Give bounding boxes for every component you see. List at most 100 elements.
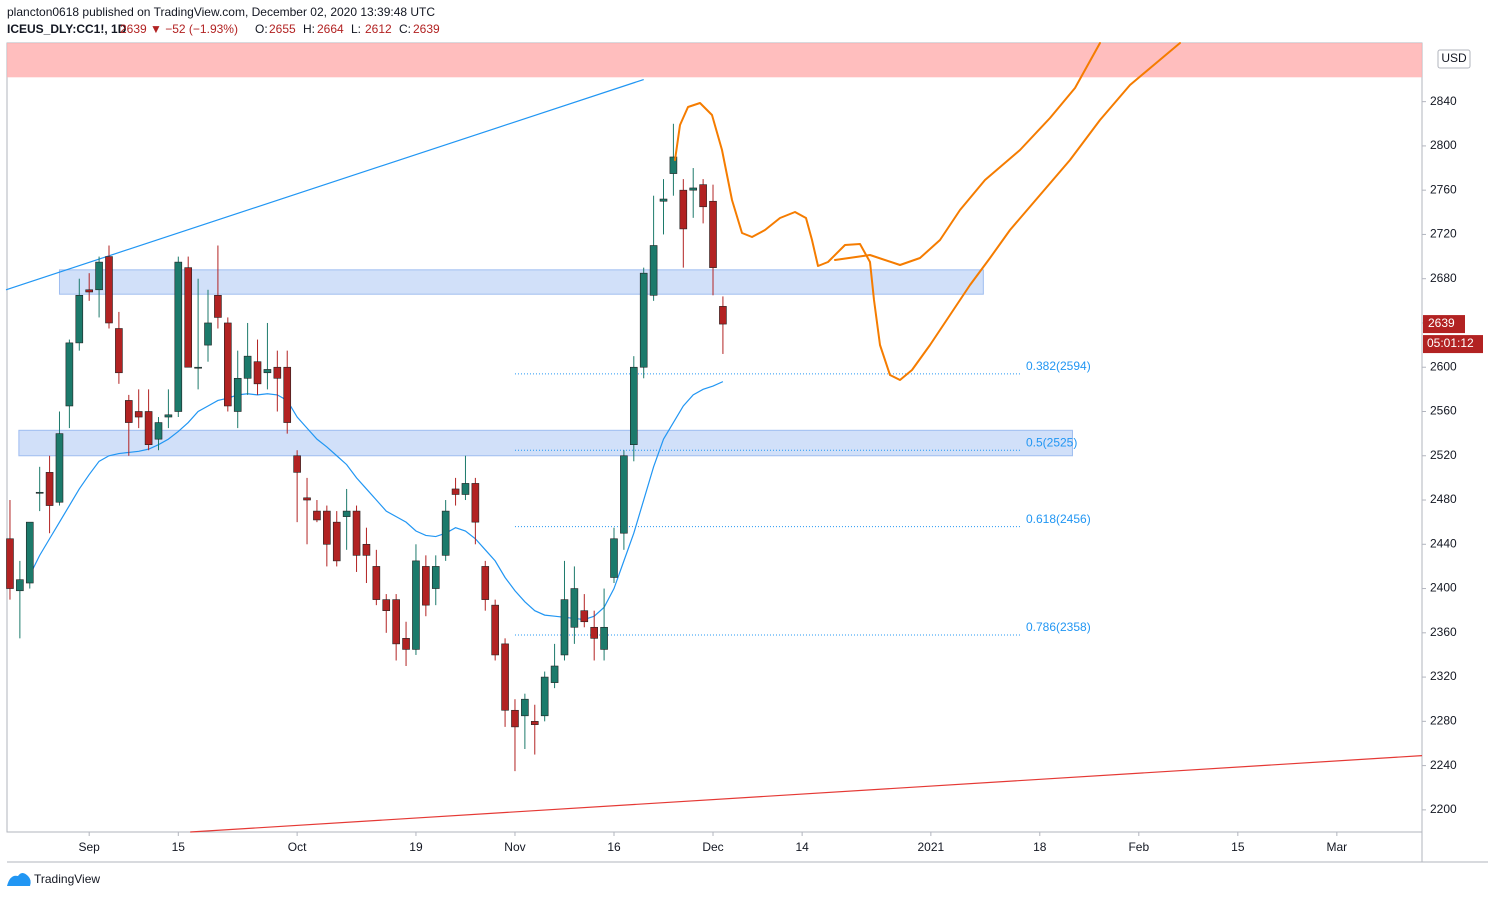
price-change: 2639 ▼ −52 (−1.93%) — [120, 22, 238, 36]
candle-body — [530, 721, 539, 725]
x-tick-label: Mar — [1327, 840, 1348, 854]
ohlc-value: 2639 — [413, 22, 440, 36]
candle-body — [194, 366, 202, 369]
countdown: 05:01:12 — [1427, 336, 1474, 350]
y-tick-label: 2240 — [1430, 758, 1457, 772]
candle-body — [679, 189, 688, 230]
y-tick-label: 2480 — [1430, 492, 1457, 506]
fib-label: 0.786(2358) — [1026, 620, 1091, 634]
candle-body — [303, 497, 311, 501]
candle-body — [45, 472, 54, 506]
candle-body — [233, 377, 242, 412]
candle-body — [323, 510, 331, 545]
moving-average — [29, 381, 724, 621]
candle-body — [352, 510, 361, 556]
candle-body — [224, 322, 232, 407]
candle-body — [600, 626, 608, 650]
ohlc-value: 2664 — [317, 22, 344, 36]
x-tick-label: 18 — [1033, 840, 1047, 854]
fib-label: 0.5(2525) — [1026, 435, 1077, 449]
candle-body — [580, 610, 589, 623]
projection-path — [834, 42, 1101, 266]
candle-body — [184, 267, 193, 368]
y-tick-label: 2200 — [1430, 802, 1457, 816]
candle-body — [441, 510, 450, 556]
candle-body — [293, 455, 301, 473]
candle-body — [6, 538, 14, 589]
candle-body — [25, 521, 34, 584]
symbol: ICEUS_DLY:CC1!, 1D — [7, 22, 127, 36]
trend-line — [5, 78, 644, 291]
candle-body — [134, 411, 143, 418]
candle-body — [719, 306, 727, 325]
candle-body — [214, 295, 222, 318]
candle-body — [481, 566, 490, 600]
projection-path — [674, 42, 1181, 381]
candle-body — [501, 643, 509, 711]
candle-body — [491, 604, 499, 656]
candle-body — [95, 261, 103, 291]
candle-body — [16, 579, 24, 592]
candle-body — [471, 483, 480, 523]
candle-body — [451, 488, 460, 495]
fib-label: 0.382(2594) — [1026, 359, 1091, 373]
candle-body — [362, 543, 371, 556]
candle-body — [382, 599, 391, 611]
zone — [58, 269, 984, 295]
x-tick-label: 15 — [172, 840, 186, 854]
x-tick-label: Nov — [504, 840, 525, 854]
candle-body — [461, 483, 470, 495]
last-price-label: 2639 — [1428, 316, 1455, 330]
y-tick-label: 2360 — [1430, 625, 1457, 639]
candle-body — [540, 676, 549, 717]
candle-body — [431, 566, 440, 589]
candle-body — [342, 510, 351, 517]
x-tick-label: Sep — [79, 840, 101, 854]
y-tick-label: 2560 — [1430, 404, 1457, 418]
candle-body — [85, 289, 93, 293]
logo-icon — [7, 873, 31, 886]
candle-body — [55, 433, 64, 503]
ohlc-value: 2612 — [365, 22, 392, 36]
candle-body — [511, 709, 519, 728]
candle-body — [709, 200, 717, 268]
candle-body — [610, 538, 618, 578]
candle-body — [105, 256, 113, 324]
candle-body — [570, 588, 579, 628]
x-tick-label: 14 — [795, 840, 809, 854]
candle-body — [659, 198, 668, 202]
candle-body — [243, 355, 252, 379]
currency-box[interactable] — [1437, 49, 1471, 69]
candle-body — [263, 369, 272, 374]
ohlc-key: L: — [351, 22, 361, 36]
candle-body — [35, 491, 44, 494]
currency: USD — [1441, 51, 1467, 65]
candle-body — [115, 328, 123, 374]
plot: 0.382(2594) 0.5(2525) 0.618(2456) 0.786(235… — [5, 43, 1423, 833]
y-tick-label: 2600 — [1430, 359, 1457, 373]
countdown-box — [1423, 335, 1483, 354]
candle-body — [372, 566, 381, 600]
y-tick-label: 2800 — [1430, 138, 1457, 152]
candle-body — [629, 366, 638, 445]
candle-body — [332, 521, 341, 562]
publish-line: plancton0618 published on TradingView.co… — [7, 5, 435, 19]
brand: TradingView — [34, 872, 100, 886]
drawings — [674, 42, 1181, 381]
candle-body — [65, 342, 74, 407]
zone — [7, 43, 1422, 78]
candle-body — [649, 245, 658, 296]
candle-body — [422, 566, 430, 606]
candle-body — [392, 599, 400, 645]
y-tick-label: 2440 — [1430, 536, 1457, 550]
x-tick-label: 19 — [409, 840, 423, 854]
last-price-box — [1423, 315, 1465, 334]
candle-body — [174, 261, 183, 412]
fib-label: 0.618(2456) — [1026, 512, 1091, 526]
y-tick-label: 2760 — [1430, 182, 1457, 196]
candle-body — [402, 638, 410, 650]
ohlc-key: O: — [255, 22, 268, 36]
x-tick-label: 2021 — [918, 840, 945, 854]
candle-body — [144, 411, 153, 445]
